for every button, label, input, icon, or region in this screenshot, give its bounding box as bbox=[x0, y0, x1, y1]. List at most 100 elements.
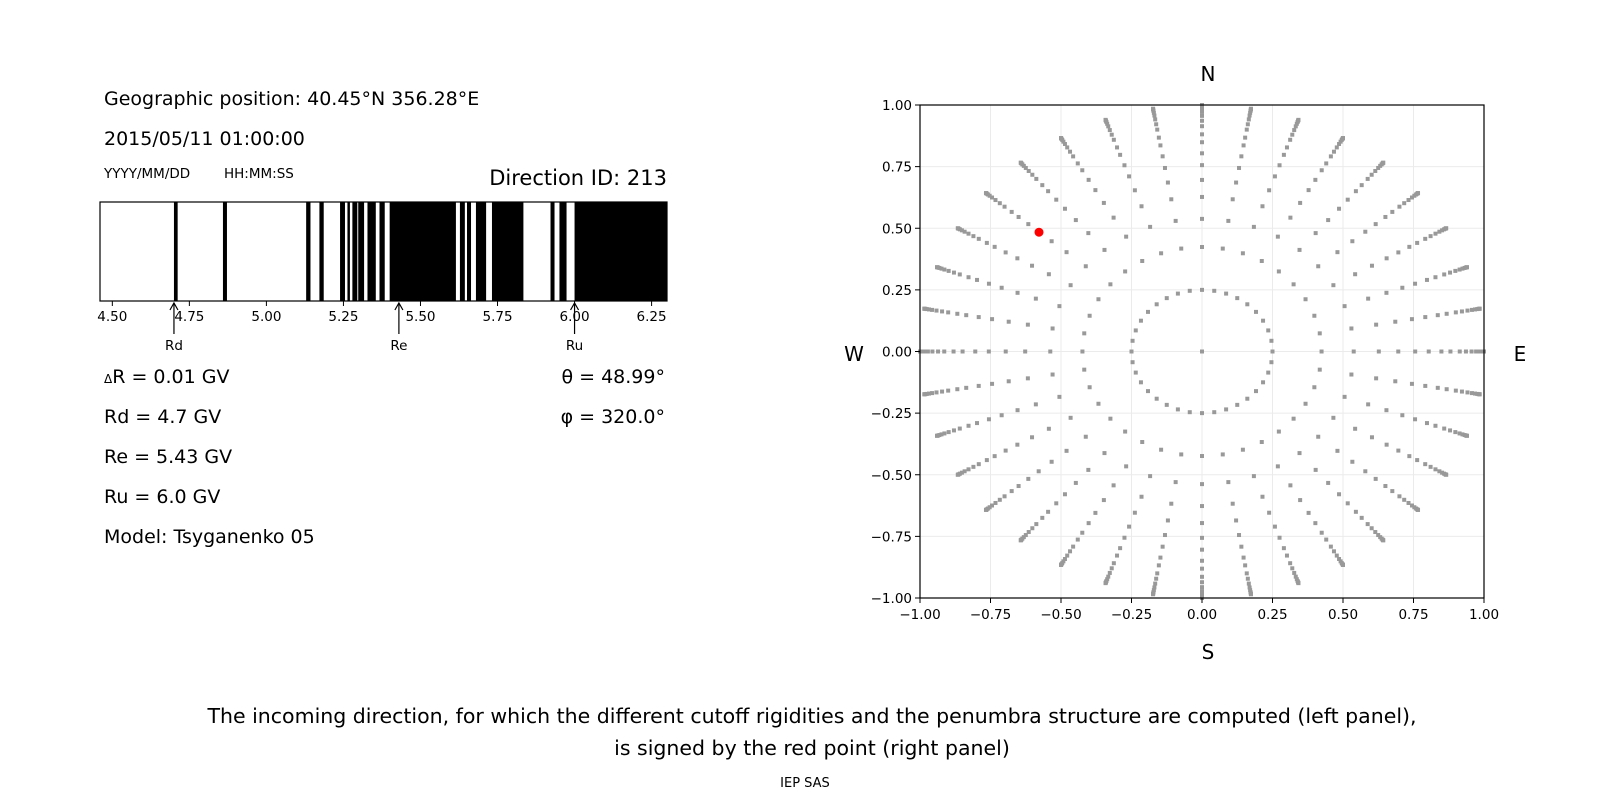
direction-point bbox=[1235, 402, 1240, 407]
direction-id: Direction ID: 213 bbox=[489, 166, 667, 190]
direction-point bbox=[1383, 484, 1388, 489]
direction-point bbox=[1415, 240, 1420, 245]
direction-point bbox=[1015, 290, 1020, 295]
direction-point bbox=[1239, 154, 1244, 159]
direction-point bbox=[1293, 574, 1298, 579]
y-tick-label: 0.50 bbox=[882, 221, 912, 237]
direction-point bbox=[946, 430, 951, 435]
direction-point bbox=[1139, 204, 1144, 209]
direction-point bbox=[1200, 163, 1204, 168]
direction-point bbox=[1396, 448, 1401, 453]
direction-point bbox=[1118, 152, 1123, 157]
direction-point bbox=[1133, 328, 1138, 333]
direction-point bbox=[1365, 522, 1370, 527]
direction-point bbox=[1018, 160, 1023, 165]
direction-point bbox=[1237, 533, 1242, 538]
direction-point bbox=[1328, 544, 1333, 549]
direction-point bbox=[1073, 480, 1078, 485]
direction-point bbox=[939, 266, 944, 271]
penumbra-forbidden-band bbox=[358, 202, 365, 301]
direction-point bbox=[936, 349, 941, 354]
direction-point bbox=[940, 389, 945, 394]
direction-point bbox=[975, 421, 980, 426]
direction-point bbox=[1326, 218, 1331, 223]
x-tick-label: 5.75 bbox=[482, 309, 512, 325]
direction-point bbox=[1353, 509, 1358, 514]
direction-point bbox=[1397, 494, 1402, 499]
direction-point bbox=[1244, 127, 1249, 132]
direction-point bbox=[939, 432, 944, 437]
direction-point bbox=[1251, 474, 1256, 479]
direction-point bbox=[1269, 338, 1274, 343]
direction-point bbox=[1006, 319, 1011, 324]
direction-point bbox=[1200, 585, 1204, 590]
direction-point bbox=[1396, 250, 1401, 255]
direction-point bbox=[1435, 313, 1440, 318]
direction-point bbox=[1444, 387, 1449, 392]
marker-label-rd: Rd bbox=[165, 338, 183, 354]
direction-point bbox=[1381, 160, 1386, 165]
direction-point bbox=[1390, 209, 1395, 214]
direction-point bbox=[1212, 410, 1217, 415]
direction-point bbox=[1448, 349, 1453, 354]
direction-point bbox=[1428, 464, 1433, 469]
direction-point bbox=[1080, 530, 1085, 535]
direction-point bbox=[1073, 218, 1078, 223]
direction-point bbox=[951, 270, 956, 275]
direction-point bbox=[1365, 176, 1370, 181]
direction-point bbox=[1298, 498, 1303, 503]
direction-point bbox=[976, 462, 981, 467]
direction-point bbox=[1241, 143, 1246, 148]
direction-point bbox=[1342, 394, 1347, 399]
direction-point bbox=[1200, 132, 1204, 137]
direction-point bbox=[1054, 197, 1059, 202]
direction-point bbox=[1459, 389, 1464, 394]
direction-point bbox=[1107, 128, 1112, 133]
direction-point bbox=[1477, 306, 1482, 311]
direction-point bbox=[1298, 200, 1303, 205]
direction-point bbox=[1384, 408, 1389, 413]
direction-point bbox=[1374, 322, 1379, 327]
direction-point bbox=[1200, 580, 1204, 585]
direction-point bbox=[1093, 510, 1098, 515]
direction-point bbox=[1413, 417, 1418, 422]
direction-point bbox=[1200, 151, 1204, 156]
direction-point bbox=[1437, 229, 1442, 234]
direction-point bbox=[1312, 313, 1317, 318]
direction-point bbox=[1009, 489, 1014, 494]
direction-point bbox=[1290, 566, 1295, 571]
direction-point bbox=[1154, 396, 1159, 401]
direction-point bbox=[1293, 124, 1298, 129]
direction-point bbox=[1409, 381, 1414, 386]
direction-point bbox=[1187, 410, 1192, 415]
direction-point bbox=[1200, 566, 1204, 571]
direction-point bbox=[1334, 145, 1339, 150]
x-tick-label: 5.25 bbox=[328, 309, 358, 325]
direction-point bbox=[1003, 448, 1008, 453]
direction-point bbox=[1065, 553, 1070, 558]
direction-point bbox=[1460, 266, 1465, 271]
direction-point bbox=[1023, 349, 1028, 354]
direction-point bbox=[1200, 244, 1204, 249]
direction-point bbox=[1376, 349, 1381, 354]
direction-point bbox=[1102, 451, 1107, 456]
y-tick-label: −1.00 bbox=[871, 591, 912, 607]
direction-point bbox=[1317, 367, 1322, 372]
direction-point bbox=[1057, 304, 1062, 309]
direction-point bbox=[962, 469, 967, 474]
direction-point bbox=[1328, 154, 1333, 159]
marker-arrow-head-icon bbox=[570, 301, 580, 311]
direction-point bbox=[1111, 137, 1116, 142]
direction-point bbox=[1353, 426, 1358, 431]
direction-point bbox=[1402, 201, 1407, 206]
direction-point bbox=[1071, 154, 1076, 159]
direction-point bbox=[1023, 165, 1028, 170]
compass-south: S bbox=[1202, 640, 1215, 664]
geo-position: Geographic position: 40.45°N 356.28°E bbox=[104, 88, 479, 110]
direction-point bbox=[1292, 570, 1297, 575]
direction-point bbox=[1400, 285, 1405, 290]
x-tick-label: −0.50 bbox=[1040, 607, 1081, 623]
direction-point bbox=[1162, 533, 1167, 538]
direction-point bbox=[990, 503, 995, 508]
direction-point bbox=[976, 236, 981, 241]
